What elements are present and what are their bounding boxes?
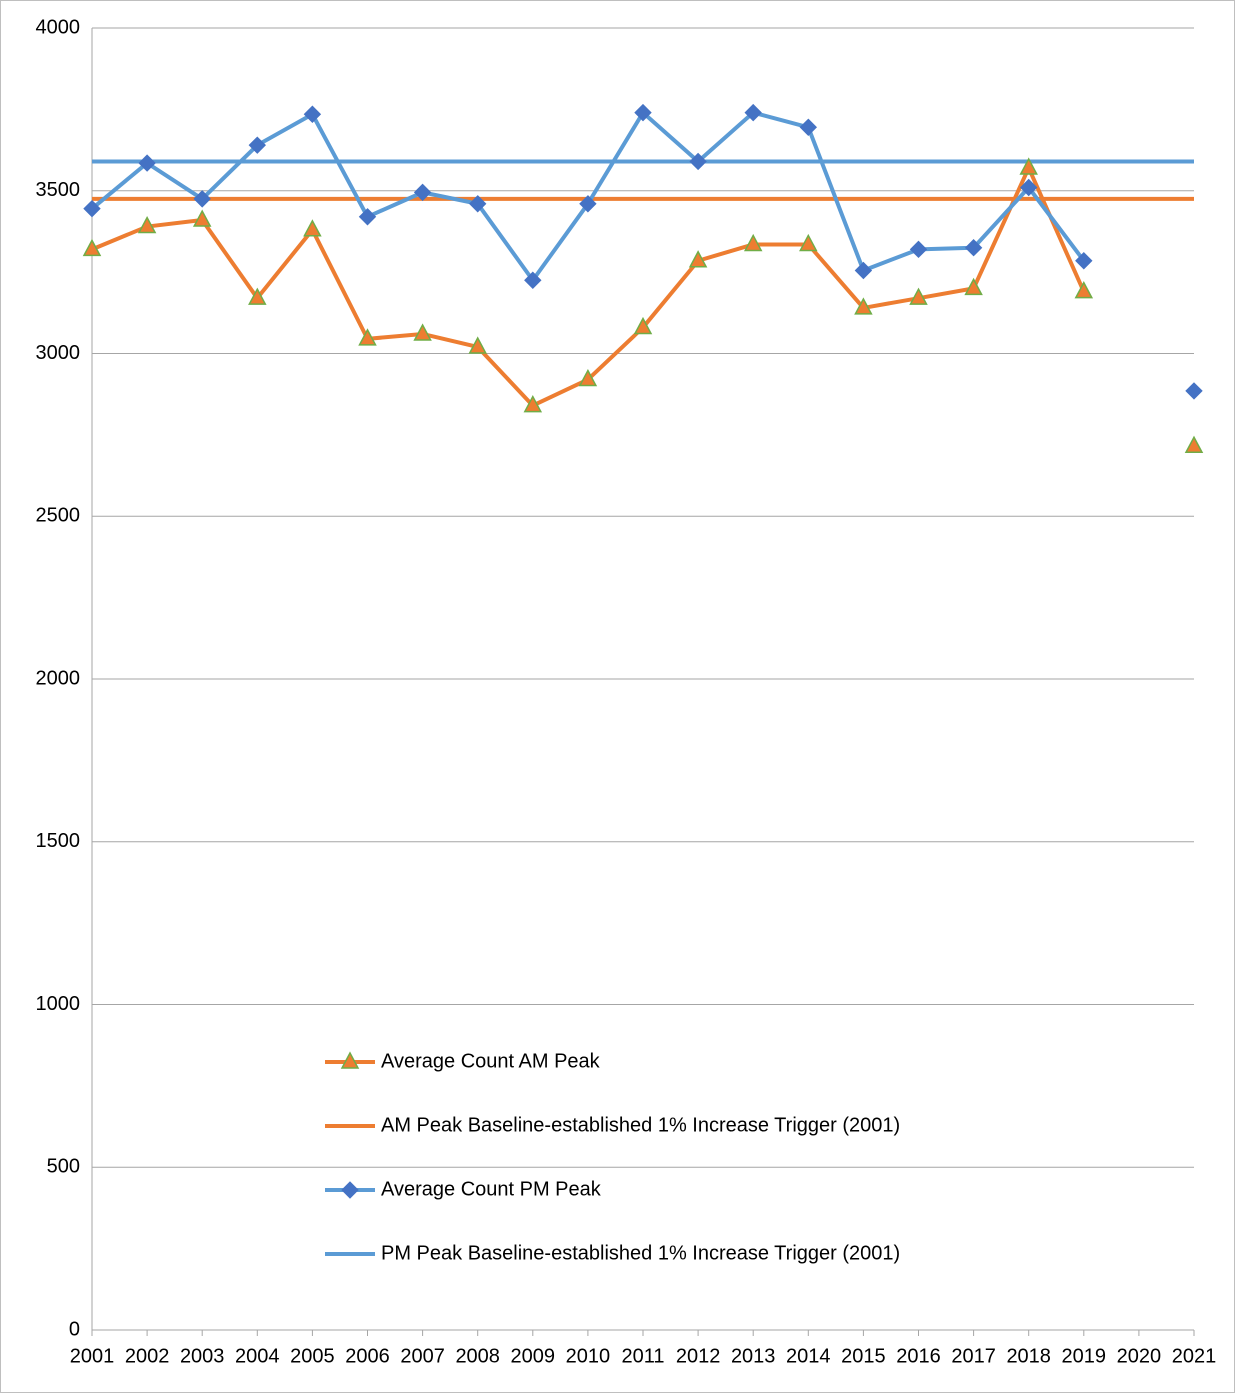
x-tick-label: 2013 [731,1345,776,1367]
x-tick-label: 2011 [621,1345,664,1367]
x-tick-label: 2021 [1172,1345,1217,1367]
y-tick-label: 4000 [36,16,81,38]
marker [579,195,597,213]
marker [799,233,818,252]
marker [1184,435,1204,454]
marker [633,316,653,335]
marker [743,233,763,252]
marker [341,1181,359,1199]
marker [340,1051,360,1069]
series [83,103,1203,400]
legend-label: Average Count AM Peak [381,1050,601,1072]
y-tick-label: 3000 [36,342,81,364]
marker [413,323,432,341]
marker [964,239,983,257]
marker [688,250,708,268]
marker [909,287,928,305]
x-tick-label: 2016 [896,1345,941,1367]
marker [248,287,267,305]
marker [138,154,156,172]
marker [578,368,598,387]
x-tick-label: 2019 [1062,1345,1107,1367]
marker [413,183,432,202]
legend-label: AM Peak Baseline-established 1% Increase… [381,1114,900,1136]
x-tick-label: 2008 [455,1345,500,1367]
marker [634,103,652,122]
marker [854,261,873,280]
x-tick-label: 2002 [125,1345,170,1367]
x-tick-label: 2009 [511,1345,556,1367]
marker [468,336,487,354]
y-tick-label: 500 [47,1156,80,1178]
x-tick-label: 2017 [951,1345,996,1367]
marker [468,195,487,213]
marker [137,215,157,234]
marker [689,152,707,171]
series [82,157,1204,454]
marker [303,219,322,237]
x-tick-label: 2012 [676,1345,721,1367]
x-tick-label: 2001 [70,1345,115,1367]
marker [303,105,322,123]
marker [524,271,542,289]
marker [193,190,211,208]
marker [909,240,928,259]
marker [964,277,983,296]
marker [744,103,762,122]
marker [248,136,267,154]
marker [83,199,101,218]
y-tick-label: 2000 [36,667,81,689]
x-tick-label: 2018 [1006,1345,1051,1367]
marker [1074,281,1094,299]
marker [1019,178,1038,197]
marker [192,209,212,227]
y-tick-label: 1500 [36,830,81,852]
marker [1075,252,1093,270]
y-tick-label: 3500 [36,179,81,201]
x-tick-label: 2010 [566,1345,611,1367]
x-tick-label: 2003 [180,1345,225,1367]
marker [358,208,377,226]
y-tick-label: 2500 [36,505,81,527]
x-tick-label: 2015 [841,1345,886,1367]
marker [854,297,873,315]
marker [1185,382,1203,400]
y-tick-label: 0 [69,1318,80,1340]
x-tick-label: 2006 [345,1345,390,1367]
x-tick-label: 2014 [786,1345,831,1367]
marker [82,238,102,257]
x-tick-label: 2005 [290,1345,335,1367]
legend-label: Average Count PM Peak [381,1178,602,1200]
legend-label: PM Peak Baseline-established 1% Increase… [381,1242,900,1264]
marker [358,328,377,346]
x-tick-label: 2020 [1117,1345,1162,1367]
marker [1019,157,1038,175]
x-tick-label: 2004 [235,1345,280,1367]
y-tick-label: 1000 [36,993,81,1015]
x-tick-label: 2007 [400,1345,445,1367]
marker [523,394,543,413]
marker [799,118,818,136]
